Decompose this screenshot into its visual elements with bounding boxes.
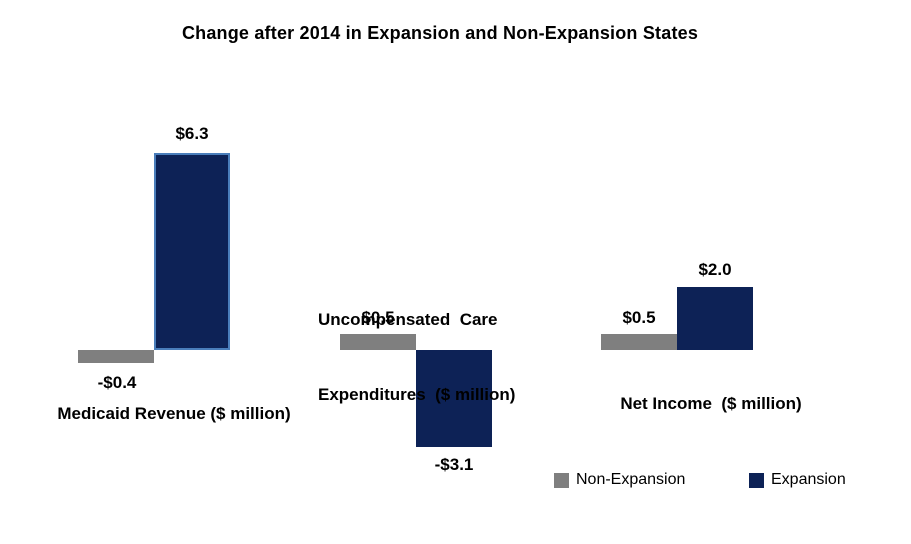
legend-label-expansion: Expansion bbox=[771, 471, 846, 488]
data-label-uncompensated-non-expansion: $0.5 bbox=[361, 308, 395, 327]
bar-medicaid-revenue-expansion bbox=[154, 152, 230, 350]
data-label-uncompensated-expansion: -$3.1 bbox=[434, 455, 474, 474]
legend-item-expansion: Expansion bbox=[749, 469, 846, 491]
bar-uncompensated-care-expansion bbox=[416, 350, 492, 448]
category-label-net-income: Net Income ($ million) bbox=[620, 394, 802, 413]
legend-swatch-non-expansion bbox=[554, 472, 569, 488]
data-label-medicaid-expansion: $6.3 bbox=[175, 124, 209, 143]
legend-swatch-expansion bbox=[749, 472, 764, 488]
category-label-uncompensated-care-line2: Expenditures ($ million) bbox=[318, 385, 516, 404]
bar-net-income-expansion bbox=[677, 287, 753, 350]
legend-label-non-expansion: Non-Expansion bbox=[576, 471, 686, 488]
bar-net-income-non-expansion bbox=[601, 334, 677, 350]
chart-title: Change after 2014 in Expansion and Non-E… bbox=[181, 23, 699, 43]
data-label-net-income-non-expansion: $0.5 bbox=[622, 308, 656, 327]
bar-uncompensated-care-non-expansion bbox=[340, 334, 416, 350]
category-label-medicaid-revenue: Medicaid Revenue ($ million) bbox=[57, 404, 291, 423]
category-label-uncompensated-care: Uncompensated Care Expenditures ($ milli… bbox=[318, 257, 515, 457]
bar-medicaid-revenue-non-expansion bbox=[78, 350, 154, 363]
data-label-medicaid-non-expansion: -$0.4 bbox=[97, 373, 137, 392]
category-label-uncompensated-care-line1: Uncompensated Care bbox=[318, 310, 498, 329]
data-label-net-income-expansion: $2.0 bbox=[698, 260, 732, 279]
legend-item-non-expansion: Non-Expansion bbox=[554, 469, 685, 491]
